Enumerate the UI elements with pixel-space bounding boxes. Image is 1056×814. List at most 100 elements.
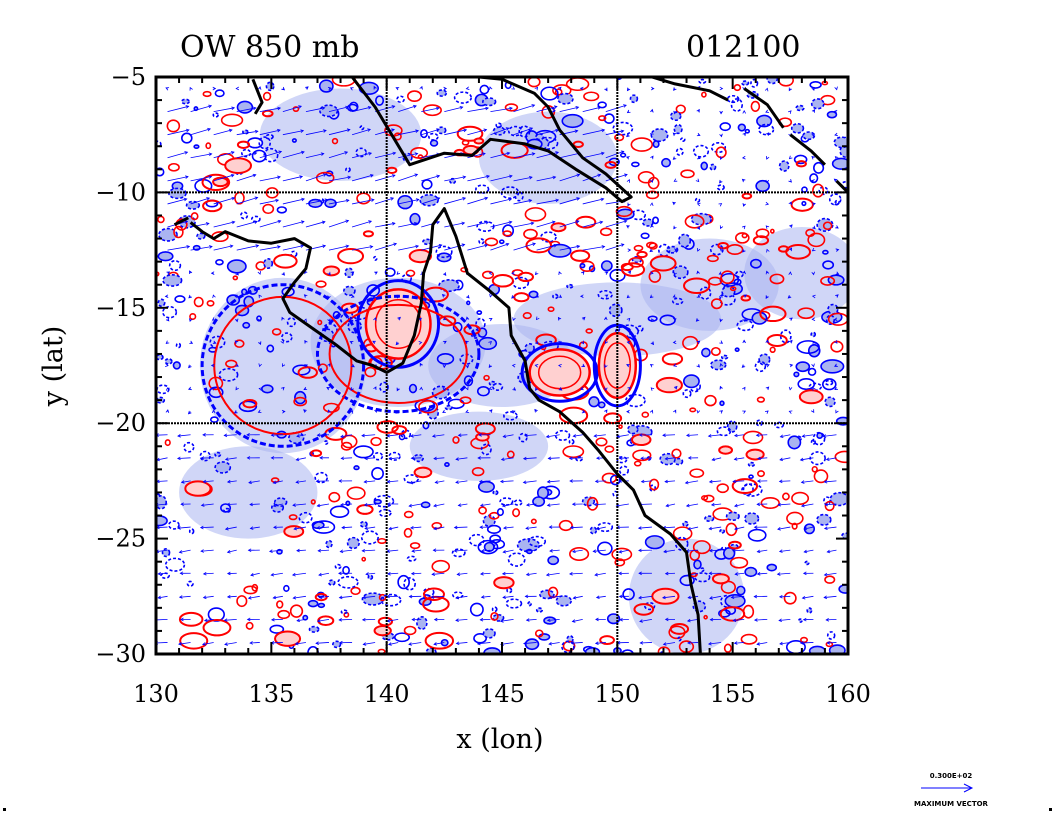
- wind-vector: [248, 595, 260, 599]
- wind-vector-head: [811, 156, 816, 160]
- positive-contour: [718, 445, 734, 455]
- negative-contour: [403, 474, 419, 484]
- wind-vector-head: [415, 244, 420, 249]
- wind-vector-head: [257, 318, 262, 322]
- negative-contour: [747, 528, 767, 542]
- wind-vector-head: [230, 151, 235, 155]
- wind-vector-head: [604, 340, 609, 345]
- positive-contour: [799, 636, 809, 644]
- negative-contour: [477, 480, 495, 493]
- positive-contour: [403, 527, 413, 538]
- wind-vector: [734, 457, 745, 460]
- positive-contour: [273, 253, 298, 269]
- wind-vector-head: [231, 106, 236, 111]
- wind-vector: [317, 526, 330, 529]
- wind-vector-head: [803, 549, 808, 554]
- negative-contour: [730, 98, 743, 112]
- wind-vector-head: [234, 340, 239, 344]
- negative-contour: [193, 144, 200, 149]
- wind-vector: [666, 503, 676, 507]
- wind-vector-head: [555, 198, 560, 203]
- positive-contour: [452, 436, 460, 444]
- wind-vector-head: [372, 295, 377, 299]
- wind-vector: [546, 434, 560, 438]
- negative-contour: [208, 386, 224, 399]
- wind-vector-head: [535, 294, 540, 298]
- wind-vector-head: [258, 363, 262, 368]
- negative-contour: [162, 274, 183, 287]
- positive-contour: [166, 119, 181, 133]
- wind-vector-head: [484, 243, 489, 248]
- wind-vector: [190, 197, 210, 205]
- negative-contour: [380, 593, 402, 607]
- feature-inner-contour: [374, 298, 422, 349]
- wind-vector-head: [719, 110, 723, 115]
- wind-vector-head: [766, 156, 770, 160]
- wind-vector-head: [778, 549, 783, 553]
- wind-vector-head: [254, 129, 259, 134]
- wind-vector-head: [395, 341, 400, 346]
- wind-vector: [227, 595, 237, 598]
- positive-contour: [205, 142, 212, 150]
- wind-vector: [467, 129, 487, 136]
- wind-vector-head: [315, 479, 320, 483]
- wind-vector: [411, 572, 422, 575]
- wind-vector-head: [235, 386, 239, 391]
- wind-vector: [780, 434, 791, 438]
- wind-vector: [662, 434, 676, 436]
- negative-contour: [744, 566, 758, 578]
- negative-contour: [172, 361, 181, 370]
- negative-contour: [516, 538, 541, 553]
- negative-contour: [709, 163, 717, 171]
- y-tick-label: −5: [111, 63, 146, 91]
- wind-vector-head: [616, 434, 620, 439]
- negative-contour: [196, 232, 206, 240]
- negative-contour: [597, 541, 613, 556]
- positive-contour: [728, 540, 742, 550]
- coastline: [789, 133, 826, 166]
- wind-vector-head: [595, 617, 599, 622]
- wind-vector-head: [463, 128, 468, 133]
- wind-vector-head: [835, 225, 839, 229]
- positive-contour: [370, 436, 382, 447]
- negative-contour: [486, 524, 502, 534]
- negative-contour: [652, 140, 660, 149]
- positive-contour: [604, 160, 617, 169]
- negative-contour: [214, 461, 232, 474]
- x-tick-label: 150: [594, 680, 640, 708]
- positive-contour: [731, 478, 759, 495]
- wind-vector-head: [345, 219, 350, 223]
- wind-vector-head: [233, 294, 238, 299]
- wind-vector-head: [812, 202, 816, 206]
- wind-vector: [708, 434, 722, 437]
- positive-contour: [734, 232, 750, 244]
- wind-vector-head: [523, 641, 527, 646]
- wind-vector: [824, 572, 837, 576]
- wind-vector-head: [257, 86, 262, 90]
- wind-vector-head: [185, 128, 190, 133]
- wind-vector: [559, 174, 580, 182]
- wind-vector: [328, 220, 349, 228]
- positive-contour: [648, 270, 662, 283]
- wind-vector-head: [833, 178, 838, 183]
- negative-contour: [318, 79, 334, 93]
- wind-vector-head: [696, 294, 701, 298]
- positive-contour: [614, 133, 625, 142]
- wind-vector-head: [455, 457, 459, 461]
- x-axis-label: x (lon): [456, 724, 543, 755]
- wind-vector: [687, 642, 699, 644]
- wind-vector-head: [188, 386, 192, 391]
- wind-vector-head: [361, 617, 366, 622]
- wind-vector: [351, 174, 374, 182]
- wind-vector-head: [340, 456, 345, 461]
- wind-vector-head: [281, 363, 286, 368]
- wind-vector-head: [433, 642, 438, 646]
- negative-contour: [340, 609, 348, 615]
- negative-contour: [540, 231, 557, 243]
- wind-vector-head: [442, 364, 447, 369]
- wind-vector-head: [548, 641, 553, 646]
- wind-vector-head: [246, 456, 251, 460]
- wind-vector-head: [208, 104, 213, 109]
- wind-vector: [500, 618, 514, 622]
- wind-vector-head: [322, 244, 327, 248]
